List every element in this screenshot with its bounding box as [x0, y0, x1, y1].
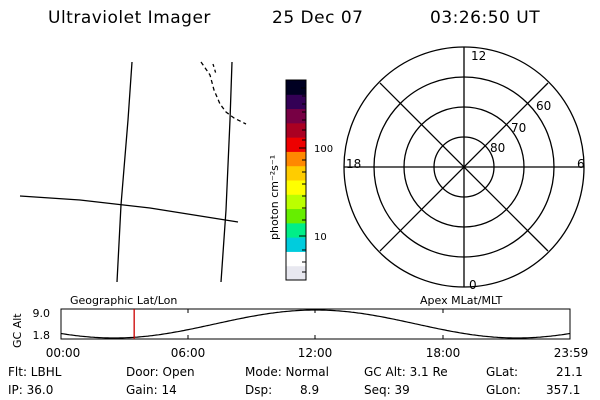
- polar-diagonal-2: [379, 82, 549, 252]
- altitude-ymax-label: 9.0: [33, 307, 51, 320]
- color-bar-ticks: [299, 87, 306, 273]
- polar-label-lat-70: 70: [511, 121, 526, 135]
- instrument-title: Ultraviolet Imager: [48, 8, 211, 28]
- color-bar-band: [286, 122, 306, 138]
- color-bar-band: [286, 151, 306, 167]
- altitude-ymin-label: 1.8: [33, 329, 51, 342]
- geographic-grid: [19, 61, 247, 283]
- mode-status: Mode: Normal: [245, 365, 329, 379]
- gain-status: Gain: 14: [126, 383, 177, 397]
- color-bar: [286, 80, 306, 281]
- filter-status: Flt: LBHL: [8, 365, 62, 379]
- altitude-tick-18-00: 18:00: [426, 346, 461, 360]
- color-bar-band: [286, 165, 306, 181]
- grid-line-dashed-2: [212, 63, 217, 75]
- time-label: 03:26:50 UT: [430, 8, 541, 28]
- altitude-tick-23-59: 23:59: [554, 346, 589, 360]
- polar-plot: [343, 46, 585, 288]
- color-bar-band: [286, 208, 306, 224]
- grid-line-horizontal: [19, 195, 239, 223]
- grid-line-vertical-2: [220, 61, 233, 283]
- polar-label-lat-80: 80: [490, 141, 505, 155]
- gc-alt-status: GC Alt: 3.1 Re: [364, 365, 448, 379]
- glon-value: 357.1: [546, 383, 581, 397]
- date-label: 25 Dec 07: [272, 8, 364, 28]
- color-bar-frame: [285, 79, 307, 281]
- polar-label-mlt-0: 0: [469, 278, 477, 292]
- color-bar-band: [286, 180, 306, 195]
- altitude-tick-00-00: 00:00: [46, 346, 81, 360]
- grid-line-dashed: [200, 61, 247, 125]
- dsp-label: Dsp:: [245, 383, 273, 397]
- color-bar-band: [286, 251, 306, 267]
- color-bar-unit-label: photon cm⁻²s⁻¹: [268, 155, 281, 240]
- seq-status: Seq: 39: [364, 383, 410, 397]
- color-bar-band: [286, 108, 306, 124]
- color-bar-band: [286, 237, 306, 252]
- altitude-plot-frame: [60, 308, 571, 340]
- altitude-tick-06-00: 06:00: [171, 346, 206, 360]
- polar-label-mlt-6: 6: [577, 157, 585, 171]
- ip-status: IP: 36.0: [8, 383, 54, 397]
- color-bar-tick-10: 10: [314, 232, 327, 243]
- grid-line-vertical-1: [116, 61, 133, 283]
- polar-label-mlt-18: 18: [346, 157, 361, 171]
- geographic-grid-label: Geographic Lat/Lon: [70, 294, 177, 307]
- color-bar-band: [286, 94, 306, 110]
- color-bar-tick-100: 100: [314, 144, 333, 155]
- color-bar-band: [286, 222, 306, 238]
- color-bar-band: [286, 80, 306, 95]
- altitude-ylabel: GC Alt: [11, 313, 24, 348]
- altitude-x-ticks: [60, 309, 571, 339]
- polar-label-mlt-12: 12: [471, 49, 486, 63]
- color-bar-band: [286, 137, 306, 152]
- glat-value: 21.1: [556, 365, 583, 379]
- color-bar-band: [286, 194, 306, 210]
- dsp-value: 8.9: [300, 383, 320, 397]
- polar-label-lat-60: 60: [536, 99, 551, 113]
- altitude-tick-12-00: 12:00: [298, 346, 333, 360]
- altitude-curve: [60, 309, 571, 339]
- apex-grid-label: Apex MLat/MLT: [420, 294, 503, 307]
- door-status: Door: Open: [126, 365, 195, 379]
- color-bar-band: [286, 265, 306, 281]
- glon-label: GLon:: [486, 383, 521, 397]
- glat-label: GLat:: [486, 365, 519, 379]
